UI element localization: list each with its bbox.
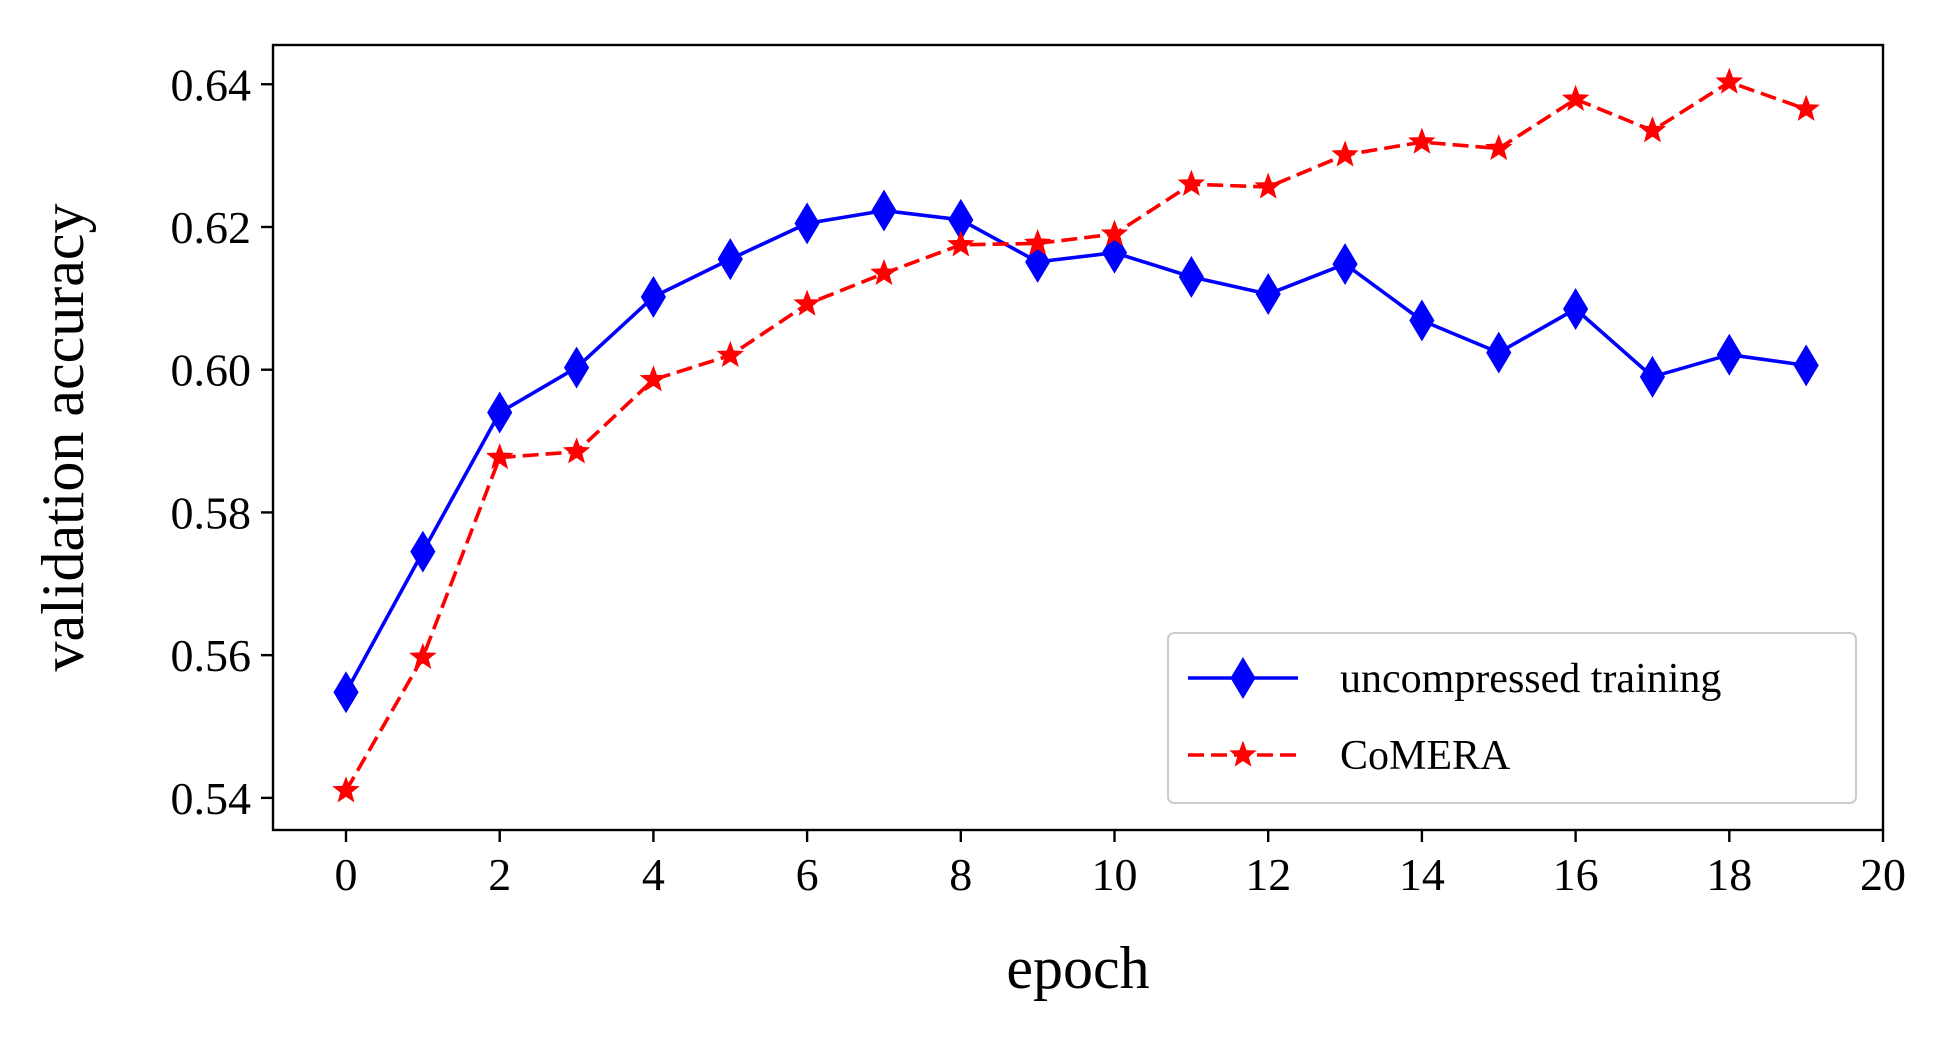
y-tick-label: 0.62 <box>171 202 252 253</box>
x-tick-label: 8 <box>949 849 972 900</box>
data-point <box>716 340 744 368</box>
y-axis-title: validation accuracy <box>30 203 96 671</box>
data-point <box>1485 134 1513 161</box>
data-point <box>1178 255 1204 298</box>
y-tick-label: 0.64 <box>171 59 252 110</box>
data-point <box>870 258 898 286</box>
data-point <box>1100 219 1129 246</box>
legend-box <box>1167 632 1857 804</box>
data-point <box>409 642 437 669</box>
data-point <box>1332 243 1358 286</box>
data-point <box>1715 67 1744 94</box>
data-point <box>1716 333 1742 376</box>
y-axis: 0.54 0.56 0.58 0.60 0.62 0.64 <box>171 59 273 824</box>
x-tick-label: 20 <box>1860 849 1906 900</box>
data-point <box>332 776 360 803</box>
series-uncompressed-training <box>333 189 1819 714</box>
data-point <box>1023 228 1052 256</box>
data-point <box>793 289 821 316</box>
data-point <box>1254 172 1282 199</box>
x-tick-label: 4 <box>642 849 665 900</box>
data-point <box>717 238 743 281</box>
data-point <box>1639 355 1666 398</box>
data-point <box>333 671 359 714</box>
series-comera <box>332 67 1820 803</box>
legend-item: uncompressed training <box>1188 656 1721 702</box>
data-point <box>1331 140 1359 167</box>
data-point <box>1793 344 1819 387</box>
y-tick-label: 0.58 <box>171 487 252 538</box>
series-layer <box>332 67 1820 803</box>
x-tick-label: 18 <box>1706 849 1752 900</box>
plot-frame <box>271 43 1885 832</box>
data-point <box>1255 273 1281 316</box>
legend-label: CoMERA <box>1340 733 1511 779</box>
data-point <box>410 530 436 573</box>
data-point <box>1409 299 1435 342</box>
data-point <box>563 346 590 389</box>
data-point <box>871 189 897 232</box>
x-tick-label: 16 <box>1553 849 1599 900</box>
data-point <box>1792 94 1820 121</box>
diamond-marker-icon <box>1230 657 1256 699</box>
x-axis: 0 2 4 6 8 10 12 14 16 18 20 <box>335 830 1906 900</box>
data-point <box>1408 127 1436 154</box>
legend-item: CoMERA <box>1188 733 1511 779</box>
data-point <box>487 391 513 434</box>
star-marker-icon <box>1229 740 1257 767</box>
data-point <box>485 443 514 470</box>
data-point <box>640 275 666 318</box>
data-point <box>562 437 591 464</box>
data-point <box>1563 288 1589 331</box>
data-point <box>639 365 668 392</box>
legend-label: uncompressed training <box>1340 656 1721 702</box>
y-tick-label: 0.60 <box>171 345 252 396</box>
data-point <box>1561 84 1590 111</box>
series-line <box>344 208 1807 694</box>
data-point <box>1638 116 1667 143</box>
x-axis-title: epoch <box>1006 935 1149 1001</box>
y-tick-label: 0.56 <box>171 630 252 681</box>
series-line <box>344 80 1807 792</box>
legend: uncompressed training CoMERA <box>1167 632 1857 804</box>
x-tick-label: 12 <box>1245 849 1291 900</box>
data-point <box>1486 331 1512 374</box>
x-tick-label: 10 <box>1092 849 1138 900</box>
data-point <box>947 230 975 257</box>
y-tick-label: 0.54 <box>171 773 252 824</box>
data-point <box>1177 169 1206 196</box>
data-point <box>794 202 820 245</box>
x-tick-label: 6 <box>796 849 819 900</box>
x-tick-label: 14 <box>1399 849 1445 900</box>
x-tick-label: 2 <box>488 849 511 900</box>
x-tick-label: 0 <box>335 849 358 900</box>
